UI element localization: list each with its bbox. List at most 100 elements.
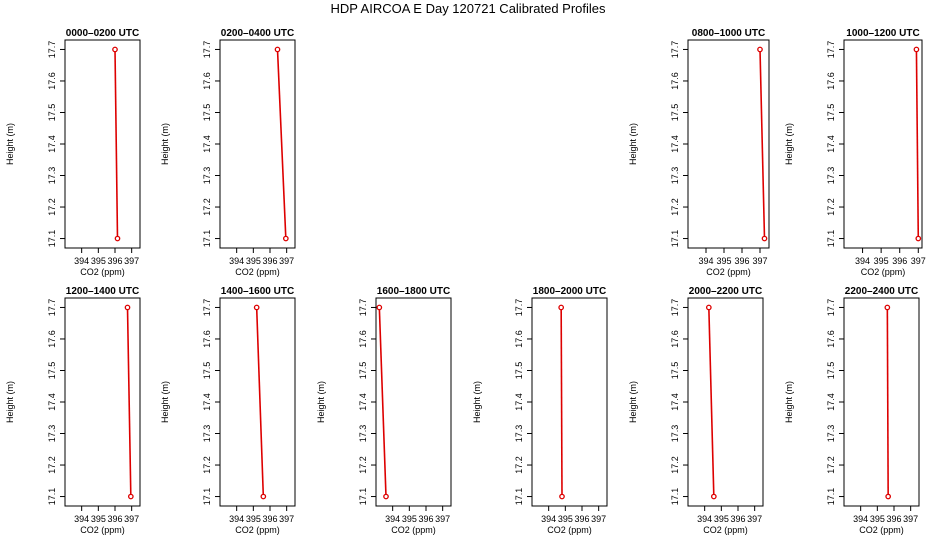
y-tick-label: 17.6 [670, 72, 680, 90]
y-tick-label: 17.3 [47, 167, 57, 185]
x-tick-label: 394 [697, 514, 712, 524]
y-tick-label: 17.3 [202, 425, 212, 443]
x-tick-label: 397 [747, 514, 762, 524]
y-tick-label: 17.2 [202, 198, 212, 216]
x-tick-label: 395 [246, 256, 261, 266]
profile-line [114, 49, 119, 239]
x-tick-label: 395 [91, 256, 106, 266]
x-tick-label: 396 [107, 514, 122, 524]
y-tick-label: 17.4 [514, 393, 524, 411]
panel-title: 2200–2400 UTC [845, 286, 918, 297]
y-tick-label: 17.6 [826, 330, 836, 348]
panel-title: 1000–1200 UTC [846, 28, 919, 39]
plot-frame [687, 297, 764, 507]
y-tick-label: 17.3 [514, 425, 524, 443]
x-axis-label: CO2 (ppm) [80, 267, 125, 277]
panel-title: 0800–1000 UTC [692, 28, 765, 39]
profile-line [126, 307, 132, 497]
x-tick-label: 395 [91, 514, 106, 524]
panel-title: 2000–2200 UTC [689, 286, 762, 297]
x-tick-label: 395 [402, 514, 417, 524]
x-tick-label: 397 [279, 514, 294, 524]
data-point [558, 304, 565, 311]
profile-line [886, 307, 889, 497]
data-point [705, 304, 712, 311]
y-tick-label: 17.6 [47, 330, 57, 348]
y-tick-label: 17.1 [358, 488, 368, 506]
y-tick-label: 17.1 [826, 230, 836, 248]
y-tick-label: 17.7 [202, 41, 212, 59]
y-tick-label: 17.2 [47, 198, 57, 216]
x-tick-label: 395 [870, 514, 885, 524]
x-axis-label: CO2 (ppm) [235, 525, 280, 535]
x-tick-label: 395 [714, 514, 729, 524]
x-tick-label: 397 [279, 256, 294, 266]
data-point [112, 46, 118, 53]
x-tick-label: 397 [435, 514, 450, 524]
y-axis-label: Height (m) [316, 381, 326, 423]
y-tick-label: 17.5 [47, 362, 57, 380]
y-tick-label: 17.5 [202, 362, 212, 380]
y-tick-label: 17.1 [47, 488, 57, 506]
panel-title: 1600–1800 UTC [377, 286, 450, 297]
y-tick-label: 17.5 [514, 362, 524, 380]
y-tick-label: 17.4 [670, 135, 680, 153]
y-axis-label: Height (m) [5, 381, 15, 423]
y-tick-label: 17.6 [202, 72, 212, 90]
y-tick-label: 17.5 [47, 104, 57, 122]
panel-title: 0200–0400 UTC [221, 28, 294, 39]
y-tick-label: 17.7 [670, 41, 680, 59]
y-tick-label: 17.3 [358, 425, 368, 443]
y-tick-label: 17.4 [826, 393, 836, 411]
y-axis-label: Height (m) [160, 123, 170, 165]
x-tick-label: 394 [385, 514, 400, 524]
y-tick-label: 17.2 [670, 198, 680, 216]
y-tick-label: 17.2 [358, 456, 368, 474]
panel-title: 1400–1600 UTC [221, 286, 294, 297]
data-point [274, 46, 281, 53]
y-axis-label: Height (m) [628, 123, 638, 165]
y-tick-label: 17.4 [47, 135, 57, 153]
data-point [559, 493, 565, 500]
data-point [124, 304, 131, 311]
data-point [710, 493, 717, 500]
y-tick-label: 17.1 [47, 230, 57, 248]
data-point [260, 493, 267, 500]
y-tick-label: 17.6 [202, 330, 212, 348]
data-point [383, 493, 389, 500]
x-tick-label: 394 [541, 514, 556, 524]
y-tick-label: 17.2 [826, 456, 836, 474]
y-axis-label: Height (m) [472, 381, 482, 423]
x-tick-label: 396 [107, 256, 122, 266]
data-point [127, 493, 134, 500]
x-tick-label: 397 [591, 514, 606, 524]
y-tick-label: 17.5 [670, 104, 680, 122]
figure-title: HDP AIRCOA E Day 120721 Calibrated Profi… [330, 1, 606, 16]
plot-frame [219, 39, 296, 249]
profile-line [708, 307, 715, 497]
y-tick-label: 17.3 [47, 425, 57, 443]
plot-frame [64, 39, 141, 249]
x-tick-label: 396 [730, 514, 745, 524]
y-tick-label: 17.5 [202, 104, 212, 122]
x-tick-label: 396 [262, 514, 277, 524]
x-tick-label: 395 [716, 256, 731, 266]
y-tick-label: 17.2 [514, 456, 524, 474]
profile-line [276, 49, 287, 239]
plot-frame [843, 39, 923, 249]
x-tick-label: 394 [74, 256, 89, 266]
data-point [761, 235, 768, 242]
x-axis-label: CO2 (ppm) [706, 267, 751, 277]
data-point [885, 493, 892, 500]
y-tick-label: 17.1 [202, 230, 212, 248]
x-tick-label: 396 [262, 256, 277, 266]
plot-frame [531, 297, 608, 507]
x-tick-label: 395 [558, 514, 573, 524]
profile-line [560, 307, 563, 497]
x-tick-label: 397 [124, 256, 139, 266]
